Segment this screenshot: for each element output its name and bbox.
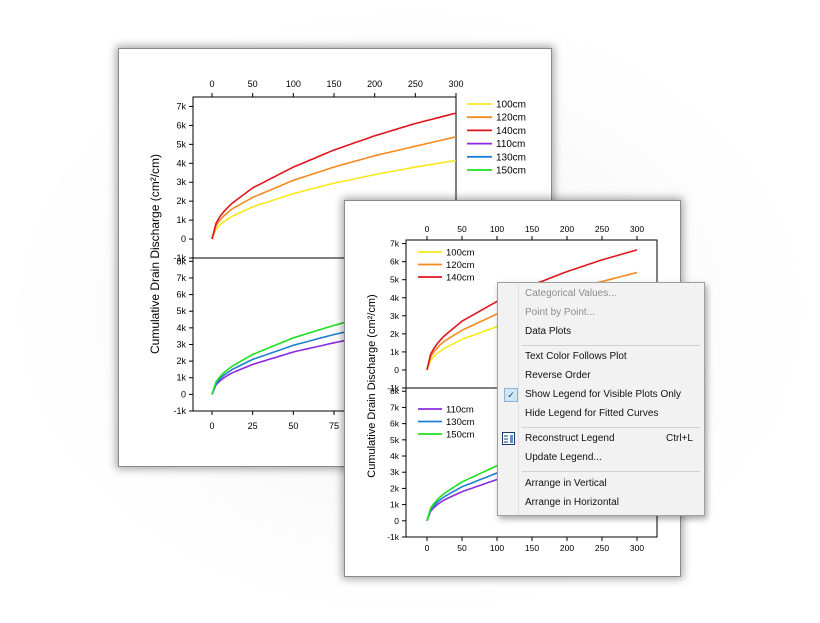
menu-item-arrange-horizontal[interactable]: Arrange in Horizontal <box>525 497 619 508</box>
top-x-tick-label: 300 <box>630 224 644 234</box>
reconstruct-label: Reconstruct Legend <box>525 433 615 444</box>
lower-y-tick-label: 2k <box>176 356 186 366</box>
upper-y-tick-label: 7k <box>390 239 400 249</box>
menu-separator <box>522 427 700 428</box>
upper-y-tick-label: 3k <box>390 311 400 321</box>
upper-y-tick-label: 5k <box>176 139 186 149</box>
reconstruct-legend-icon <box>502 432 515 445</box>
upper-y-tick-label: 7k <box>176 101 186 111</box>
bottom-x-tick-label: 25 <box>248 421 258 431</box>
lower-y-tick-label: 1k <box>176 373 186 383</box>
lower-y-tick-label: -1k <box>387 532 400 542</box>
upper-y-tick-label: 3k <box>176 177 186 187</box>
menu-item-categorical-values[interactable]: Categorical Values... <box>525 288 617 299</box>
upper-y-tick-label: 6k <box>176 120 186 130</box>
lower-y-tick-label: 4k <box>390 451 400 461</box>
legend-label: 130cm <box>446 417 475 428</box>
bottom-x-tick-label: 0 <box>209 421 214 431</box>
menu-item-show-legend-visible-only[interactable]: Show Legend for Visible Plots Only <box>525 389 682 400</box>
menu-separator <box>522 345 700 346</box>
legend-label: 140cm <box>496 126 526 137</box>
bottom-x-tick-label: 300 <box>630 543 644 553</box>
lower-y-tick-label: 0 <box>394 516 399 526</box>
top-x-tick-label: 50 <box>248 79 258 89</box>
top-x-tick-label: 300 <box>448 79 463 89</box>
y-axis-label: Cumulative Drain Discharge (cm²/cm) <box>148 154 162 354</box>
lower-y-tick-label: 1k <box>390 500 400 510</box>
upper-y-tick-label: 6k <box>390 257 400 267</box>
top-x-tick-label: 150 <box>326 79 341 89</box>
legend-label: 120cm <box>496 113 526 124</box>
series-line-120cm <box>211 136 457 240</box>
top-x-tick-label: 200 <box>560 224 574 234</box>
reconstruct-shortcut: Ctrl+L <box>666 433 693 444</box>
lower-y-tick-label: 7k <box>176 273 186 283</box>
upper-y-tick-label: 0 <box>394 365 399 375</box>
legend-label: 100cm <box>446 248 475 259</box>
top-x-tick-label: 100 <box>286 79 301 89</box>
bottom-x-tick-label: 75 <box>329 421 339 431</box>
upper-y-tick-label: 2k <box>176 196 186 206</box>
lower-y-tick-label: 3k <box>176 339 186 349</box>
legend-label: 110cm <box>446 405 474 416</box>
lower-y-tick-label: 4k <box>176 323 186 333</box>
series-line-100cm <box>211 159 457 240</box>
checkmark-icon: ✓ <box>504 388 518 402</box>
menu-item-update-legend[interactable]: Update Legend... <box>525 452 602 463</box>
top-x-tick-label: 0 <box>425 224 430 234</box>
lower-y-tick-label: 8k <box>390 386 400 396</box>
series-line-140cm <box>211 112 457 240</box>
lower-y-tick-label: 6k <box>390 419 400 429</box>
upper-y-tick-label: 2k <box>390 329 400 339</box>
upper-y-tick-label: -1k <box>173 253 186 263</box>
legend-label: 120cm <box>446 260 475 271</box>
legend-label: 150cm <box>446 430 475 441</box>
upper-y-tick-label: -1k <box>387 383 400 393</box>
bottom-x-tick-label: 100 <box>490 543 504 553</box>
legend-label: 110cm <box>496 139 525 150</box>
upper-y-tick-label: 4k <box>390 293 400 303</box>
upper-y-tick-label: 4k <box>176 158 186 168</box>
bottom-x-tick-label: 200 <box>560 543 574 553</box>
legend-label: 150cm <box>496 166 526 177</box>
menu-item-hide-legend-fitted[interactable]: Hide Legend for Fitted Curves <box>525 408 659 419</box>
top-x-tick-label: 250 <box>595 224 609 234</box>
lower-y-tick-label: 5k <box>176 306 186 316</box>
lower-y-tick-label: 8k <box>176 256 186 266</box>
top-x-tick-label: 100 <box>490 224 504 234</box>
menu-separator <box>522 471 700 472</box>
lower-y-tick-label: 2k <box>390 483 400 493</box>
lower-y-tick-label: 7k <box>390 402 400 412</box>
y-axis-label: Cumulative Drain Discharge (cm²/cm) <box>366 294 378 477</box>
menu-item-reverse-order[interactable]: Reverse Order <box>525 370 591 381</box>
top-x-tick-label: 250 <box>408 79 423 89</box>
bottom-x-tick-label: 50 <box>288 421 298 431</box>
upper-y-tick-label: 1k <box>390 347 400 357</box>
top-x-tick-label: 150 <box>525 224 539 234</box>
menu-item-reconstruct-legend[interactable]: Reconstruct Legend Ctrl+L <box>525 431 693 447</box>
lower-y-tick-label: 0 <box>181 389 186 399</box>
lower-y-tick-label: 3k <box>390 467 400 477</box>
menu-item-arrange-vertical[interactable]: Arrange in Vertical <box>525 478 607 489</box>
upper-y-tick-label: 0 <box>181 234 186 244</box>
bottom-x-tick-label: 150 <box>525 543 539 553</box>
lower-y-tick-label: 6k <box>176 290 186 300</box>
top-x-tick-label: 200 <box>367 79 382 89</box>
bottom-x-tick-label: 50 <box>457 543 467 553</box>
legend-context-menu: Categorical Values... Point by Point... … <box>497 282 705 516</box>
upper-y-tick-label: 5k <box>390 275 400 285</box>
upper-y-tick-label: 1k <box>176 215 186 225</box>
top-x-tick-label: 50 <box>457 224 467 234</box>
legend-label: 140cm <box>446 273 475 284</box>
top-x-tick-label: 0 <box>209 79 214 89</box>
menu-item-text-color-follows-plot[interactable]: Text Color Follows Plot <box>525 351 627 362</box>
bottom-x-tick-label: 250 <box>595 543 609 553</box>
lower-y-tick-label: -1k <box>173 406 186 416</box>
menu-item-data-plots[interactable]: Data Plots <box>525 326 572 337</box>
legend-label: 100cm <box>496 100 526 111</box>
menu-item-point-by-point[interactable]: Point by Point... <box>525 307 596 318</box>
lower-y-tick-label: 5k <box>390 435 400 445</box>
bottom-x-tick-label: 0 <box>425 543 430 553</box>
legend-label: 130cm <box>496 152 526 163</box>
